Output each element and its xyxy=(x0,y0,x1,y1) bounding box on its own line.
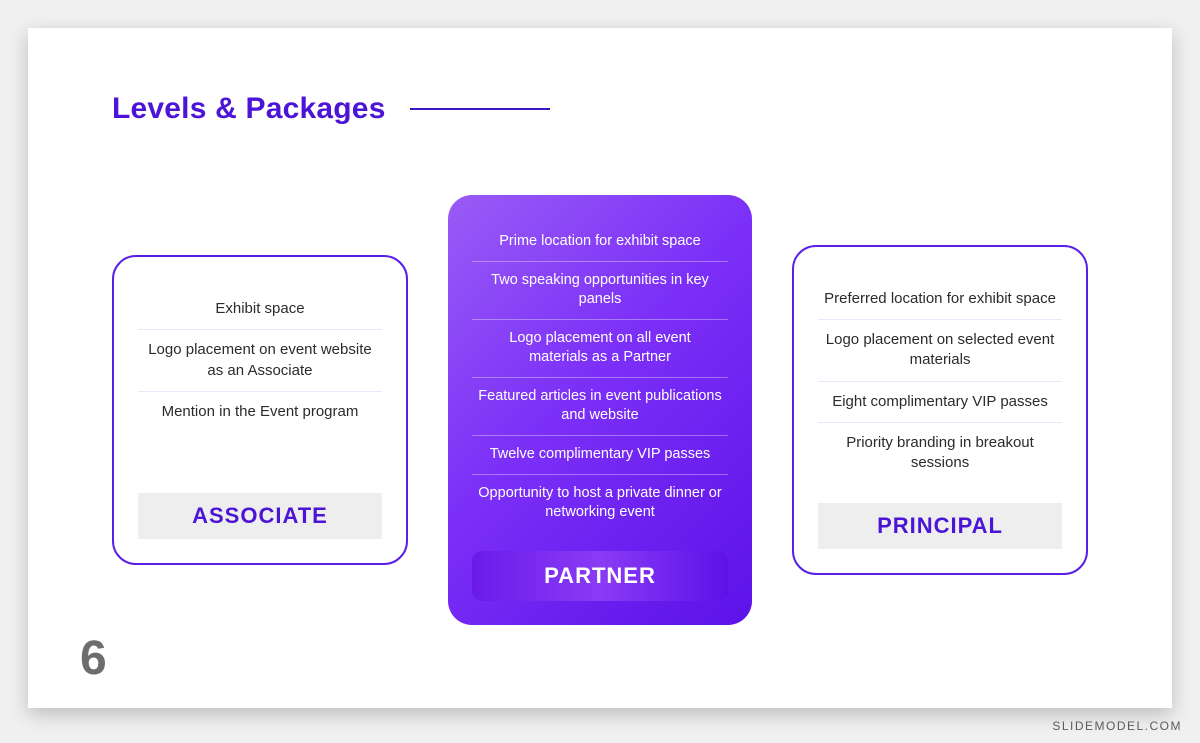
tier-item: Twelve complimentary VIP passes xyxy=(472,436,728,475)
tier-name-badge: PARTNER xyxy=(472,551,728,601)
tier-card-principal: Preferred location for exhibit space Log… xyxy=(792,245,1088,576)
tier-item: Preferred location for exhibit space xyxy=(818,279,1062,320)
watermark: SLIDEMODEL.COM xyxy=(1052,719,1182,733)
title-row: Levels & Packages xyxy=(112,92,550,126)
page-number: 6 xyxy=(80,631,107,686)
title-divider xyxy=(410,108,550,110)
tier-item: Exhibit space xyxy=(138,289,382,330)
tier-items: Exhibit space Logo placement on event we… xyxy=(138,289,382,432)
tier-item: Featured articles in event publications … xyxy=(472,378,728,436)
tier-item: Priority branding in breakout sessions xyxy=(818,423,1062,484)
page-title: Levels & Packages xyxy=(112,92,386,126)
tier-card-associate: Exhibit space Logo placement on event we… xyxy=(112,255,408,565)
tier-item: Mention in the Event program xyxy=(138,392,382,432)
tier-items: Preferred location for exhibit space Log… xyxy=(818,279,1062,484)
tier-item: Two speaking opportunities in key panels xyxy=(472,262,728,320)
tier-item: Prime location for exhibit space xyxy=(472,223,728,262)
tier-item: Logo placement on all event materials as… xyxy=(472,320,728,378)
tier-item: Logo placement on event website as an As… xyxy=(138,330,382,392)
tier-item: Logo placement on selected event materia… xyxy=(818,320,1062,382)
slide: Levels & Packages Exhibit space Logo pla… xyxy=(28,28,1172,708)
tier-cards: Exhibit space Logo placement on event we… xyxy=(112,198,1088,622)
tier-items: Prime location for exhibit space Two spe… xyxy=(472,223,728,532)
tier-item: Eight complimentary VIP passes xyxy=(818,382,1062,423)
tier-item: Opportunity to host a private dinner or … xyxy=(472,475,728,532)
tier-name-badge: ASSOCIATE xyxy=(138,493,382,539)
tier-name-badge: PRINCIPAL xyxy=(818,503,1062,549)
tier-card-partner: Prime location for exhibit space Two spe… xyxy=(448,195,752,625)
